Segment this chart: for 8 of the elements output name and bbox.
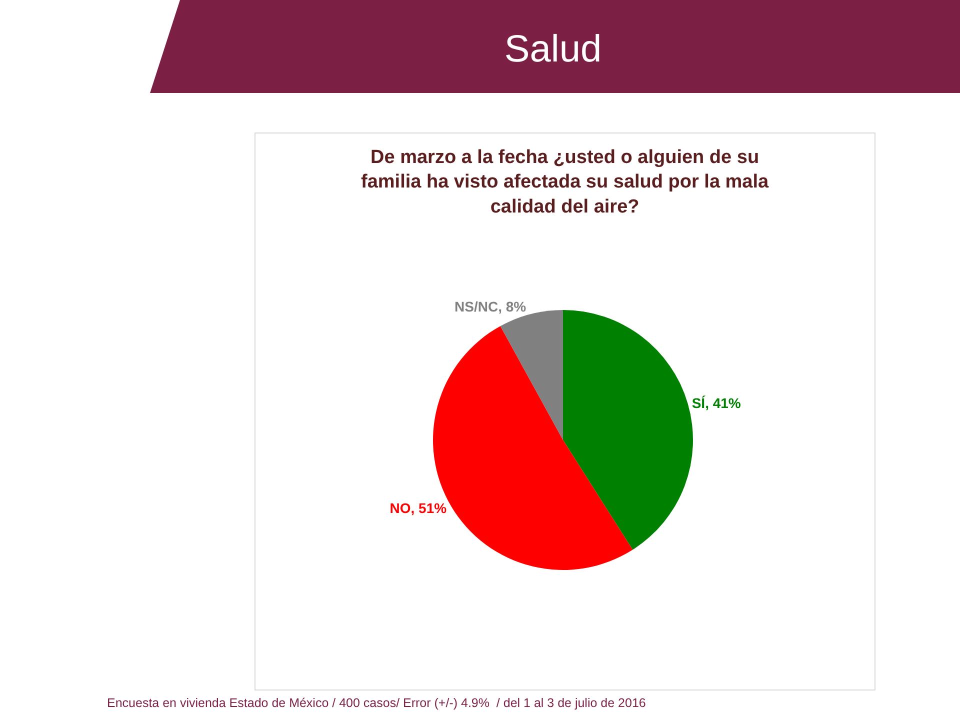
pie-slice <box>500 310 563 440</box>
chart-subtitle: De marzo a la fecha ¿usted o alguien de su familia ha visto afectada su salud por la mala calidad del aire? <box>361 147 770 218</box>
slice-label: NS/NC, 8% <box>454 298 527 315</box>
chart-title: Salud <box>504 28 602 70</box>
text: Encuesta en vivienda Estado de México / 400 casos/ Error (+/-) 4.9% / del 1 al 3 de julio de 2016 <box>107 696 646 710</box>
slice-label: NO, 51% <box>390 500 448 516</box>
pie-slice <box>563 310 693 550</box>
slice-label: SÍ, 41% <box>692 395 742 412</box>
